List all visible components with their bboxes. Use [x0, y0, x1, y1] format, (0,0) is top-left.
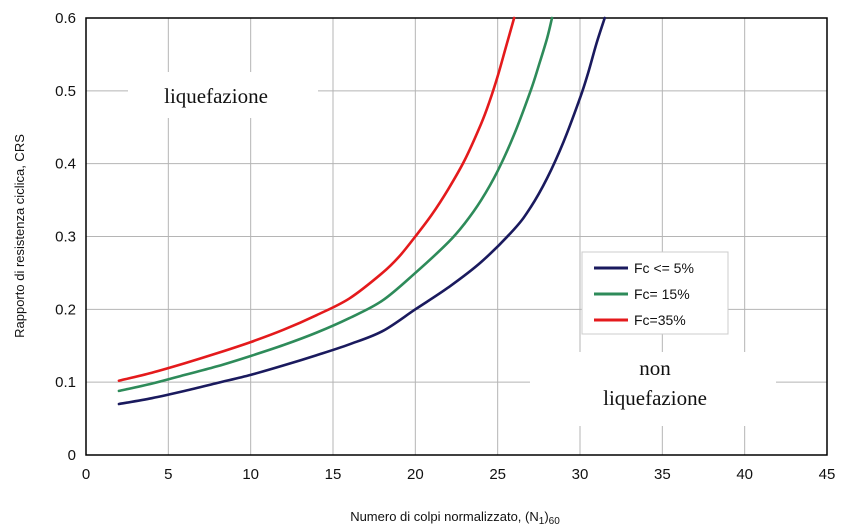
- series-line-1: [117, 16, 554, 393]
- x-tick-label-9: 45: [819, 466, 836, 483]
- x-tick-label-3: 15: [325, 466, 342, 483]
- x-tick-label-4: 20: [407, 466, 424, 483]
- plot-border: [85, 17, 828, 456]
- series-line-2: [117, 16, 516, 383]
- x-tick-label-7: 35: [654, 466, 671, 483]
- x-axis-title-main: Numero di colpi normalizzato, (N: [350, 509, 539, 524]
- series-line-0: [117, 16, 606, 406]
- non-liquefaction-label-bg: [530, 352, 776, 426]
- y-tick-label-6: 0.6: [55, 10, 76, 27]
- x-tick-label-0: 0: [82, 466, 90, 483]
- x-axis-title: Numero di colpi normalizzato, (N1)60: [350, 509, 560, 527]
- y-tick-label-5: 0.5: [55, 83, 76, 100]
- legend-label-0: Fc <= 5%: [634, 260, 694, 276]
- y-tick-label-3: 0.3: [55, 229, 76, 246]
- x-axis-title-sub2: 60: [549, 516, 561, 527]
- x-tick-label-5: 25: [489, 466, 506, 483]
- y-tick-label-2: 0.2: [55, 301, 76, 318]
- y-tick-label-1: 0.1: [55, 374, 76, 391]
- series-layer: [117, 16, 606, 406]
- legend-label-1: Fc= 15%: [634, 286, 690, 302]
- y-tick-label-4: 0.4: [55, 156, 76, 173]
- liquefaction-label: liquefazione: [164, 84, 268, 108]
- legend-label-2: Fc=35%: [634, 312, 686, 328]
- x-axis-title-sub1: 1: [539, 516, 545, 527]
- x-tick-label-2: 10: [242, 466, 259, 483]
- liquefaction-label-bg: [128, 72, 318, 118]
- tick-labels: 0 5 10 15 20 25 30 35 40 45 0 0.1 0.2 0.3 0.4 0.5 0.6: [55, 10, 835, 483]
- non-liquefaction-label-line1: non: [639, 356, 671, 380]
- y-axis-title: Rapporto di resistenza ciclica, CRS: [12, 134, 27, 338]
- x-axis-title-paren: ): [544, 509, 548, 524]
- legend-items: Fc <= 5% Fc= 15% Fc=35%: [594, 260, 694, 328]
- x-tick-label-6: 30: [572, 466, 589, 483]
- x-tick-label-1: 5: [164, 466, 172, 483]
- plot-frame: [85, 17, 828, 456]
- x-tick-label-8: 40: [736, 466, 753, 483]
- legend: Fc <= 5% Fc= 15% Fc=35%: [581, 251, 729, 335]
- non-liquefaction-label-line2: liquefazione: [603, 386, 707, 410]
- y-tick-label-0: 0: [68, 447, 76, 464]
